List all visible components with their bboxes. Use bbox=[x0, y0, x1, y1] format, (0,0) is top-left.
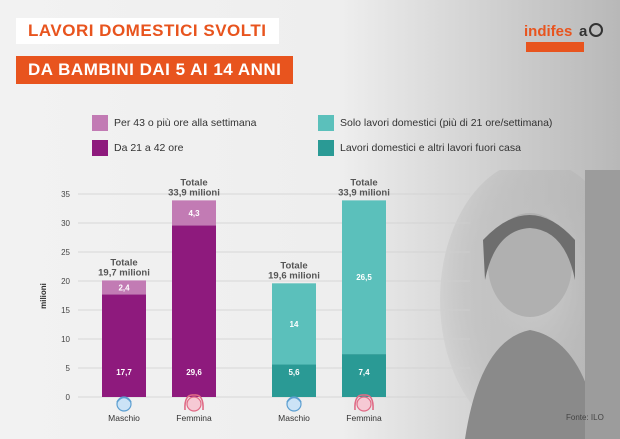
data-label: 29,6 bbox=[186, 368, 202, 377]
y-tick-label: 25 bbox=[61, 248, 70, 257]
bar-segment bbox=[272, 364, 316, 397]
logo-mark: indifes a bbox=[524, 23, 603, 52]
legend-swatch bbox=[92, 140, 108, 156]
legend-swatch bbox=[318, 140, 334, 156]
y-tick-label: 5 bbox=[66, 364, 71, 373]
boy-icon bbox=[286, 396, 302, 412]
title-line-1: LAVORI DOMESTICI SVOLTI bbox=[16, 18, 279, 44]
bar-segment bbox=[272, 283, 316, 365]
y-tick-label: 30 bbox=[61, 219, 70, 228]
total-label: Totale bbox=[110, 257, 137, 268]
data-label: 2,4 bbox=[118, 283, 130, 292]
legend-label: Da 21 a 42 ore bbox=[114, 142, 184, 154]
y-tick-label: 15 bbox=[61, 306, 70, 315]
total-label: Totale bbox=[180, 177, 207, 188]
data-label: 7,4 bbox=[358, 368, 370, 377]
y-tick-label: 10 bbox=[61, 335, 70, 344]
girl-icon bbox=[184, 394, 204, 412]
svg-text:a: a bbox=[579, 23, 588, 40]
bar-segment bbox=[342, 354, 386, 397]
bar-segment bbox=[342, 200, 386, 355]
bar-segment bbox=[172, 225, 216, 397]
category-label: Maschio bbox=[108, 413, 140, 423]
boy-icon bbox=[116, 396, 132, 412]
category-label: Maschio bbox=[278, 413, 310, 423]
data-label: 5,6 bbox=[288, 368, 300, 377]
legend-label: Solo lavori domestici (più di 21 ore/set… bbox=[340, 117, 553, 129]
category-label: Femmina bbox=[346, 413, 382, 423]
y-tick-label: 20 bbox=[61, 277, 70, 286]
child-photo bbox=[440, 170, 620, 439]
source-note: Fonte: ILO bbox=[566, 413, 604, 422]
y-tick-label: 0 bbox=[66, 393, 71, 402]
total-value: 19,7 milioni bbox=[98, 267, 150, 278]
data-label: 26,5 bbox=[356, 273, 372, 282]
total-value: 33,9 milioni bbox=[168, 187, 220, 198]
total-label: Totale bbox=[350, 177, 377, 188]
total-label: Totale bbox=[280, 260, 307, 271]
girl-icon bbox=[354, 394, 374, 412]
data-label: 17,7 bbox=[116, 368, 132, 377]
svg-text:indifes: indifes bbox=[524, 23, 572, 40]
y-tick-label: 35 bbox=[61, 190, 70, 199]
bar-segment bbox=[102, 294, 146, 397]
category-label: Femmina bbox=[176, 413, 212, 423]
y-axis-label: milioni bbox=[39, 283, 48, 309]
indifesa-logo: indifes a bbox=[524, 20, 604, 60]
legend-swatch bbox=[318, 115, 334, 131]
legend-label: Per 43 o più ore alla settimana bbox=[114, 117, 257, 129]
data-label: 14 bbox=[290, 320, 299, 329]
legend-swatch bbox=[92, 115, 108, 131]
legend-label: Lavori domestici e altri lavori fuori ca… bbox=[340, 142, 521, 154]
bar-segment bbox=[102, 280, 146, 295]
total-value: 33,9 milioni bbox=[338, 187, 390, 198]
bar-segment bbox=[172, 200, 216, 226]
data-label: 4,3 bbox=[188, 209, 200, 218]
total-value: 19,6 milioni bbox=[268, 270, 320, 281]
title-line-2: DA BAMBINI DAI 5 AI 14 ANNI bbox=[16, 56, 294, 84]
